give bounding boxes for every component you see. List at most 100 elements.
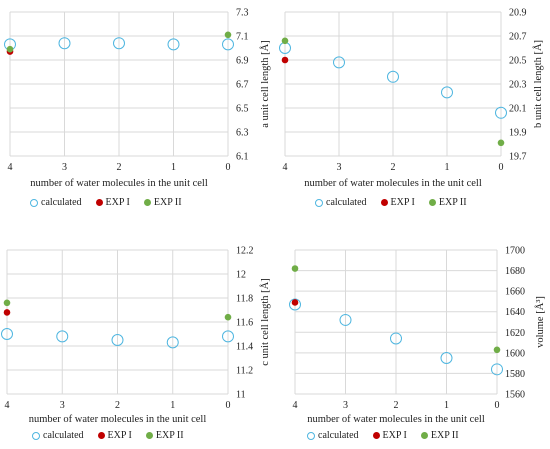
y-tick-label: 1560 bbox=[505, 390, 525, 401]
data-point-calculated bbox=[390, 332, 402, 345]
y-tick-label: 20.7 bbox=[509, 32, 527, 43]
legend-marker-calculated bbox=[32, 431, 40, 440]
legend-marker-calculated bbox=[30, 198, 38, 207]
y-tick-label: 1600 bbox=[505, 348, 525, 359]
legend-label-exp1: EXP I bbox=[390, 197, 415, 208]
data-point-calculated bbox=[491, 363, 503, 376]
x-tick-label: 0 bbox=[495, 400, 500, 411]
x-tick-label: 0 bbox=[499, 162, 504, 173]
data-point-calculated bbox=[166, 336, 179, 349]
x-axis-label: number of water molecules in the unit ce… bbox=[307, 414, 485, 425]
y-tick-label: 20.3 bbox=[509, 80, 527, 91]
data-point-calculated bbox=[113, 37, 125, 50]
legend-item-calculated: calculated bbox=[30, 197, 82, 208]
legend-item-exp1: EXP I bbox=[95, 197, 130, 208]
x-tick-label: 1 bbox=[170, 400, 175, 411]
chart-b-svg: 4 3 2 1 0 19.7 19.9 20.1 20.3 20.5 20.7 20.9 number … bbox=[279, 8, 544, 189]
x-tick-label: 4 bbox=[5, 400, 10, 411]
chart-panel-b: 4 3 2 1 0 19.7 19.9 20.1 20.3 20.5 20.7 20.9 number … bbox=[275, 0, 550, 224]
legend-label-exp2: EXP II bbox=[155, 430, 184, 441]
chart-panel-a: 4 3 2 1 0 6.1 6.3 6.5 6.7 6.9 7.1 7.3 number of wate… bbox=[0, 0, 275, 224]
legend-item-exp2: EXP II bbox=[428, 197, 467, 208]
x-tick-label: 4 bbox=[283, 162, 288, 173]
x-tick-label: 4 bbox=[8, 162, 13, 173]
legend-label-exp2: EXP II bbox=[430, 430, 459, 441]
x-tick-label: 1 bbox=[445, 162, 450, 173]
legend-label-calculated: calculated bbox=[43, 430, 84, 441]
data-point-exp2 bbox=[497, 139, 505, 147]
data-point-exp1 bbox=[3, 309, 11, 316]
x-tick-label: 1 bbox=[444, 400, 449, 411]
y-tick-label: 6.7 bbox=[236, 80, 249, 91]
data-point-calculated bbox=[1, 328, 13, 340]
y-tick-label: 12.2 bbox=[236, 246, 254, 257]
y-tick-label: 11.4 bbox=[236, 342, 253, 353]
data-point-calculated bbox=[495, 106, 507, 119]
legend-marker-exp1 bbox=[380, 199, 388, 206]
legend-marker-exp2 bbox=[428, 199, 436, 206]
y-tick-label: 20.1 bbox=[509, 104, 527, 115]
y-tick-label: 12 bbox=[236, 270, 246, 281]
chart-c-legend: calculated EXP I EXP II bbox=[32, 430, 184, 441]
data-point-calculated bbox=[222, 38, 234, 51]
data-point-exp1 bbox=[281, 56, 289, 64]
data-point-calculated bbox=[387, 70, 399, 83]
data-point-calculated bbox=[339, 313, 352, 326]
data-point-exp1 bbox=[291, 299, 299, 306]
legend-item-calculated: calculated bbox=[307, 430, 359, 441]
chart-a-legend: calculated EXP I EXP II bbox=[30, 197, 182, 208]
chart-panel-volume: 4 3 2 1 0 1560 1580 1600 1620 1640 1660 1680 1700 num… bbox=[275, 224, 550, 449]
legend-item-exp1: EXP I bbox=[380, 197, 415, 208]
data-point-exp2 bbox=[6, 45, 14, 53]
chart-a-svg: 4 3 2 1 0 6.1 6.3 6.5 6.7 6.9 7.1 7.3 number of wate… bbox=[4, 8, 271, 189]
chart-c-svg: 4 3 2 1 0 11 11.2 11.4 11.6 11.8 12 12.2 number of w… bbox=[1, 246, 271, 425]
x-tick-label: 3 bbox=[337, 162, 342, 173]
x-tick-label: 2 bbox=[394, 400, 399, 411]
legend-label-exp1: EXP I bbox=[105, 197, 130, 208]
chart-volume-svg: 4 3 2 1 0 1560 1580 1600 1620 1640 1660 1680 1700 num… bbox=[289, 246, 546, 425]
data-point-exp2 bbox=[3, 299, 11, 307]
x-axis-label: number of water molecules in the unit ce… bbox=[30, 178, 208, 189]
y-tick-label: 20.5 bbox=[509, 56, 527, 67]
y-axis-label: volume [Å³] bbox=[534, 296, 546, 348]
legend-label-calculated: calculated bbox=[318, 430, 359, 441]
legend-marker-exp1 bbox=[372, 432, 380, 439]
chart-panel-c: 4 3 2 1 0 11 11.2 11.4 11.6 11.8 12 12.2 number of w… bbox=[0, 224, 275, 449]
data-point-exp2 bbox=[493, 346, 501, 354]
chart-volume-legend: calculated EXP I EXP II bbox=[307, 430, 459, 441]
legend-marker-exp2 bbox=[143, 199, 151, 206]
legend-marker-calculated bbox=[315, 198, 323, 207]
legend-label-exp2: EXP II bbox=[153, 197, 182, 208]
legend-label-exp1: EXP I bbox=[107, 430, 132, 441]
y-tick-label: 1620 bbox=[505, 328, 525, 339]
data-point-calculated bbox=[289, 298, 301, 311]
x-tick-label: 1 bbox=[171, 162, 176, 173]
data-point-exp2 bbox=[224, 31, 232, 39]
y-tick-label: 1700 bbox=[505, 246, 525, 257]
legend-item-calculated: calculated bbox=[315, 197, 367, 208]
x-tick-label: 3 bbox=[62, 162, 67, 173]
y-tick-label: 6.9 bbox=[236, 56, 249, 67]
data-point-calculated bbox=[167, 38, 180, 51]
x-tick-label: 0 bbox=[226, 162, 231, 173]
x-tick-label: 0 bbox=[226, 400, 231, 411]
y-axis-label: b unit cell length [Å] bbox=[532, 40, 544, 128]
y-tick-label: 19.7 bbox=[509, 152, 527, 163]
legend-label-exp1: EXP I bbox=[382, 430, 407, 441]
data-point-exp2 bbox=[281, 37, 289, 45]
legend-marker-exp1 bbox=[95, 199, 103, 206]
legend-item-exp2: EXP II bbox=[145, 430, 184, 441]
legend-marker-exp1 bbox=[97, 432, 105, 439]
y-tick-label: 11.8 bbox=[236, 294, 253, 305]
y-tick-label: 11.6 bbox=[236, 318, 253, 329]
y-tick-label: 1640 bbox=[505, 307, 525, 318]
x-axis-label: number of water molecules in the unit ce… bbox=[29, 414, 207, 425]
legend-item-exp2: EXP II bbox=[420, 430, 459, 441]
data-point-exp2 bbox=[291, 265, 299, 272]
data-point-calculated bbox=[56, 330, 69, 343]
y-tick-label: 6.3 bbox=[236, 128, 249, 139]
y-tick-label: 11.2 bbox=[236, 366, 253, 377]
legend-item-exp1: EXP I bbox=[97, 430, 132, 441]
data-point-exp2 bbox=[224, 313, 232, 321]
x-tick-label: 2 bbox=[115, 400, 120, 411]
